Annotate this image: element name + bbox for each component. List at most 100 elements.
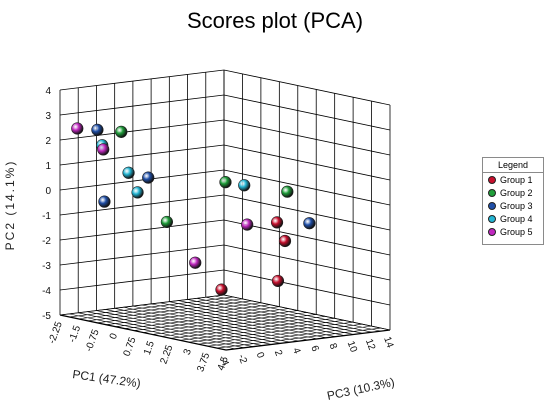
y-tick-label: -5 [42, 311, 51, 322]
legend: Legend Group 1 Group 2 Group 3 Group 4 Group… [482, 157, 544, 245]
grid-line [59, 144, 225, 166]
y-tick-label: -3 [42, 261, 51, 272]
legend-item: Group 1 [483, 173, 543, 186]
legend-marker [488, 201, 496, 210]
grid-line [223, 194, 391, 231]
grid-line [223, 144, 391, 181]
legend-items: Group 1 Group 2 Group 3 Group 4 Group 5 [483, 173, 543, 238]
y-tick-label: 2 [45, 136, 51, 147]
data-point [71, 122, 84, 135]
data-point [97, 143, 110, 156]
floor-grid-line [205, 296, 372, 333]
legend-item: Group 3 [483, 199, 543, 212]
data-point [219, 176, 232, 189]
x-tick-label: 4 [290, 346, 302, 355]
legend-marker [488, 188, 496, 197]
data-point [278, 234, 292, 248]
z-tick-label: 3 [182, 347, 194, 356]
z-tick-label: 4.5 [216, 355, 231, 372]
data-point [238, 179, 251, 192]
legend-marker [488, 175, 496, 184]
data-point [115, 125, 128, 138]
z-tick-label: 0.75 [122, 335, 139, 357]
grid-line [59, 69, 225, 91]
legend-item: Group 5 [483, 225, 543, 238]
floor-edge [59, 314, 227, 351]
data-point [303, 217, 316, 230]
grid-line [59, 194, 225, 216]
floor-grid-line [223, 294, 391, 331]
data-point [241, 218, 254, 231]
x-tick-label: 8 [327, 342, 339, 351]
z-tick-label: -1.5 [67, 324, 83, 344]
x-tick-label: 12 [363, 337, 377, 352]
x-tick-label: -2 [235, 353, 249, 366]
grid-line [59, 219, 225, 241]
z-tick-label: -0.75 [84, 328, 102, 354]
x-axis-title: PC1 (47.2%) [72, 367, 142, 390]
y-tick-label: 1 [45, 161, 51, 172]
y-axis-title: PC2 (14.1%) [3, 160, 17, 251]
chart-title: Scores plot (PCA) [186, 8, 364, 33]
grid-line [223, 269, 391, 306]
data-point [122, 166, 135, 179]
grid-line [59, 244, 225, 266]
data-point [160, 215, 173, 229]
data-points [71, 122, 316, 296]
grid-line [223, 169, 391, 206]
data-point [98, 195, 111, 208]
y-tick-label: -4 [42, 286, 51, 297]
data-point [142, 171, 155, 184]
x-tick-label: 2 [272, 349, 284, 358]
z-tick-label: 0 [108, 332, 120, 341]
y-tick-label: -1 [42, 211, 51, 222]
data-point [271, 274, 285, 288]
legend-label: Group 4 [500, 213, 533, 224]
z-tick-label: 1.5 [142, 339, 157, 356]
y-tick-label: 4 [45, 86, 51, 97]
floor-grid-line [198, 323, 363, 345]
data-point [270, 216, 284, 229]
axes-grid [59, 69, 391, 351]
legend-marker [488, 214, 496, 223]
legend-item: Group 2 [483, 186, 543, 199]
grid-line [223, 119, 391, 156]
legend-label: Group 1 [500, 174, 533, 185]
data-point [91, 123, 104, 136]
z-tick-label: 2.25 [158, 343, 175, 365]
y-tick-label: -2 [42, 236, 51, 247]
data-point [281, 185, 294, 198]
x-tick-label: 10 [345, 340, 359, 355]
legend-title: Legend [483, 158, 543, 173]
data-point [189, 256, 202, 269]
floor-grid-line [214, 295, 381, 332]
grid-line [223, 69, 391, 106]
z-axis-title: PC3 (10.3%) [326, 375, 396, 403]
z-tick-label: 3.75 [195, 351, 212, 373]
grid-line [59, 269, 225, 291]
legend-marker [488, 227, 496, 236]
floor-grid-line [207, 325, 372, 347]
grid-line [223, 244, 391, 281]
data-point [131, 186, 144, 199]
floor-edge [225, 329, 391, 351]
legend-label: Group 3 [500, 200, 533, 211]
legend-item: Group 4 [483, 212, 543, 225]
grid-line [59, 169, 225, 191]
z-tick-label: -2.25 [47, 320, 65, 346]
floor-grid-line [216, 327, 381, 349]
grid-line [223, 94, 391, 131]
legend-label: Group 5 [500, 226, 533, 237]
x-tick-label: 0 [254, 351, 266, 360]
y-tick-label: 3 [45, 111, 51, 122]
grid-line [59, 119, 225, 141]
x-tick-label: 6 [308, 344, 320, 353]
data-point [215, 283, 228, 296]
y-tick-label: 0 [45, 186, 51, 197]
x-tick-label: -4 [217, 355, 231, 368]
grid-line [59, 94, 225, 116]
legend-label: Group 2 [500, 187, 533, 198]
x-tick-label: 14 [381, 335, 395, 350]
